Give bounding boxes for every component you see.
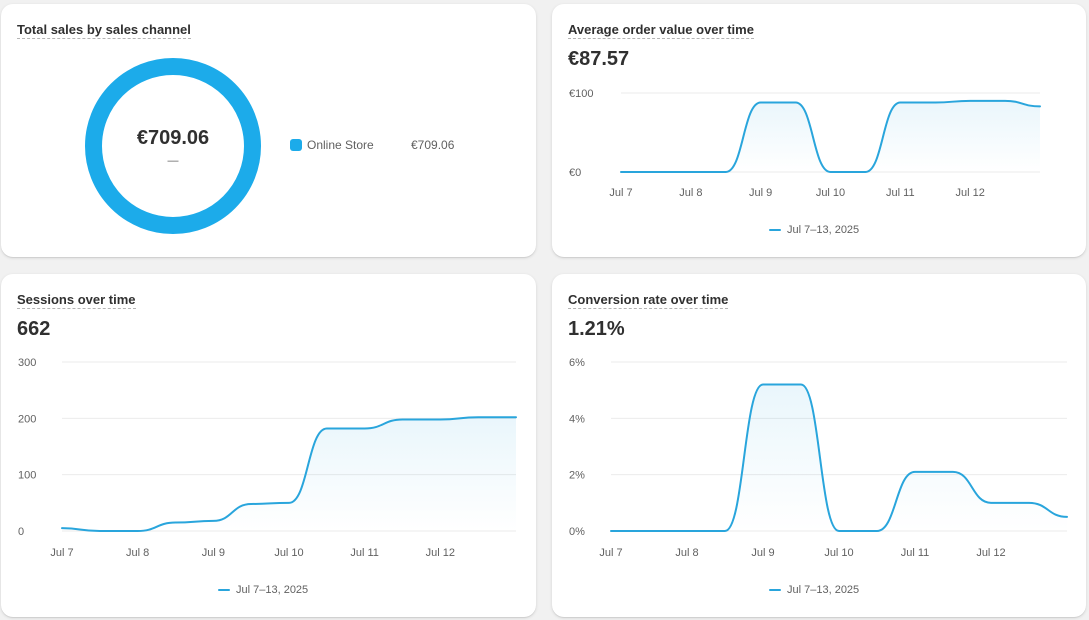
sessions-x-tick-label: Jul 10 — [274, 547, 303, 559]
online-store-swatch — [290, 139, 302, 151]
aov-area-fill — [621, 100, 1040, 172]
sessions-y-tick-label: 300 — [18, 357, 36, 369]
conversion-x-tick-label: Jul 8 — [675, 547, 698, 559]
sessions-area-fill — [62, 417, 516, 531]
conversion-y-tick-label: 6% — [569, 357, 585, 369]
sessions-x-tick-label: Jul 9 — [202, 547, 225, 559]
aov-legend[interactable]: Jul 7–13, 2025 — [769, 224, 859, 236]
sessions-card: Sessions over time 662 0 100 200 300 Jul 7 Ju… — [1, 274, 536, 617]
sessions-x-tick-label: Jul 12 — [426, 547, 455, 559]
aov-card: Average order value over time €87.57 €0 €… — [552, 4, 1086, 257]
aov-line-chart[interactable]: €0 €100 Jul 7 Jul 8 Jul 9 Jul 10 Jul 11 Jul 12 — [552, 4, 1086, 214]
sessions-y-tick-label: 0 — [18, 526, 24, 538]
conversion-x-tick-label: Jul 10 — [824, 547, 853, 559]
donut-comparison-dash: — — [167, 155, 179, 167]
sessions-line-chart[interactable]: 0 100 200 300 Jul 7 Jul 8 Jul 9 Jul 10 Jul 11 Jul… — [1, 274, 536, 574]
sessions-series-line[interactable] — [61, 416, 517, 532]
aov-value: €87.57 — [568, 48, 630, 70]
donut-total-value: €709.06 — [136, 127, 210, 149]
aov-x-tick-label: Jul 9 — [749, 187, 772, 199]
conversion-value: 1.21% — [568, 318, 625, 340]
sessions-legend-label: Jul 7–13, 2025 — [236, 584, 309, 596]
sales-by-channel-card: Total sales by sales channel €709.06 — O… — [1, 4, 536, 257]
conversion-x-tick-label: Jul 9 — [751, 547, 774, 559]
sessions-title[interactable]: Sessions over time — [17, 292, 136, 309]
aov-series-line[interactable] — [620, 99, 1041, 173]
aov-x-tick-label: Jul 10 — [816, 187, 845, 199]
sessions-value: 662 — [17, 318, 51, 340]
conversion-legend[interactable]: Jul 7–13, 2025 — [769, 584, 859, 596]
sessions-y-tick-label: 200 — [18, 413, 36, 425]
conversion-series-line[interactable] — [610, 383, 1068, 532]
sales-donut-chart[interactable]: €709.06 — — [85, 58, 261, 234]
aov-title[interactable]: Average order value over time — [568, 22, 754, 39]
sessions-x-tick-label: Jul 8 — [126, 547, 149, 559]
sessions-x-tick-label: Jul 7 — [50, 547, 73, 559]
conversion-line-chart[interactable]: 0% 2% 4% 6% Jul 7 Jul 8 Jul 9 Jul 10 Jul 11 Jul 1… — [552, 274, 1086, 574]
conversion-x-tick-label: Jul 11 — [901, 547, 930, 559]
aov-x-tick-label: Jul 12 — [955, 187, 984, 199]
conversion-legend-swatch — [769, 589, 781, 591]
conversion-y-tick-label: 4% — [569, 413, 585, 425]
aov-legend-label: Jul 7–13, 2025 — [787, 224, 860, 236]
donut-legend-item[interactable]: Online Store — [290, 138, 374, 152]
conversion-area-fill — [611, 384, 1067, 531]
sales-by-channel-title[interactable]: Total sales by sales channel — [17, 22, 191, 39]
conversion-title[interactable]: Conversion rate over time — [568, 292, 729, 309]
aov-legend-swatch — [769, 229, 781, 231]
aov-x-tick-label: Jul 7 — [609, 187, 632, 199]
aov-x-tick-label: Jul 11 — [886, 187, 915, 199]
sessions-y-tick-label: 100 — [18, 470, 36, 482]
conversion-y-tick-label: 0% — [569, 526, 585, 538]
sessions-legend[interactable]: Jul 7–13, 2025 — [218, 584, 308, 596]
sessions-legend-swatch — [218, 589, 230, 591]
donut-legend-label: Online Store — [307, 138, 374, 152]
conversion-x-tick-label: Jul 12 — [976, 547, 1005, 559]
aov-x-tick-label: Jul 8 — [679, 187, 702, 199]
sessions-x-tick-label: Jul 11 — [350, 547, 379, 559]
conversion-x-tick-label: Jul 7 — [599, 547, 622, 559]
aov-y-tick-label: €0 — [569, 167, 581, 179]
conversion-legend-label: Jul 7–13, 2025 — [787, 584, 860, 596]
conversion-y-tick-label: 2% — [569, 470, 585, 482]
donut-legend-value: €709.06 — [411, 138, 455, 152]
aov-y-tick-label: €100 — [569, 88, 593, 100]
conversion-card: Conversion rate over time 1.21% 0% 2% 4% 6%… — [552, 274, 1086, 617]
